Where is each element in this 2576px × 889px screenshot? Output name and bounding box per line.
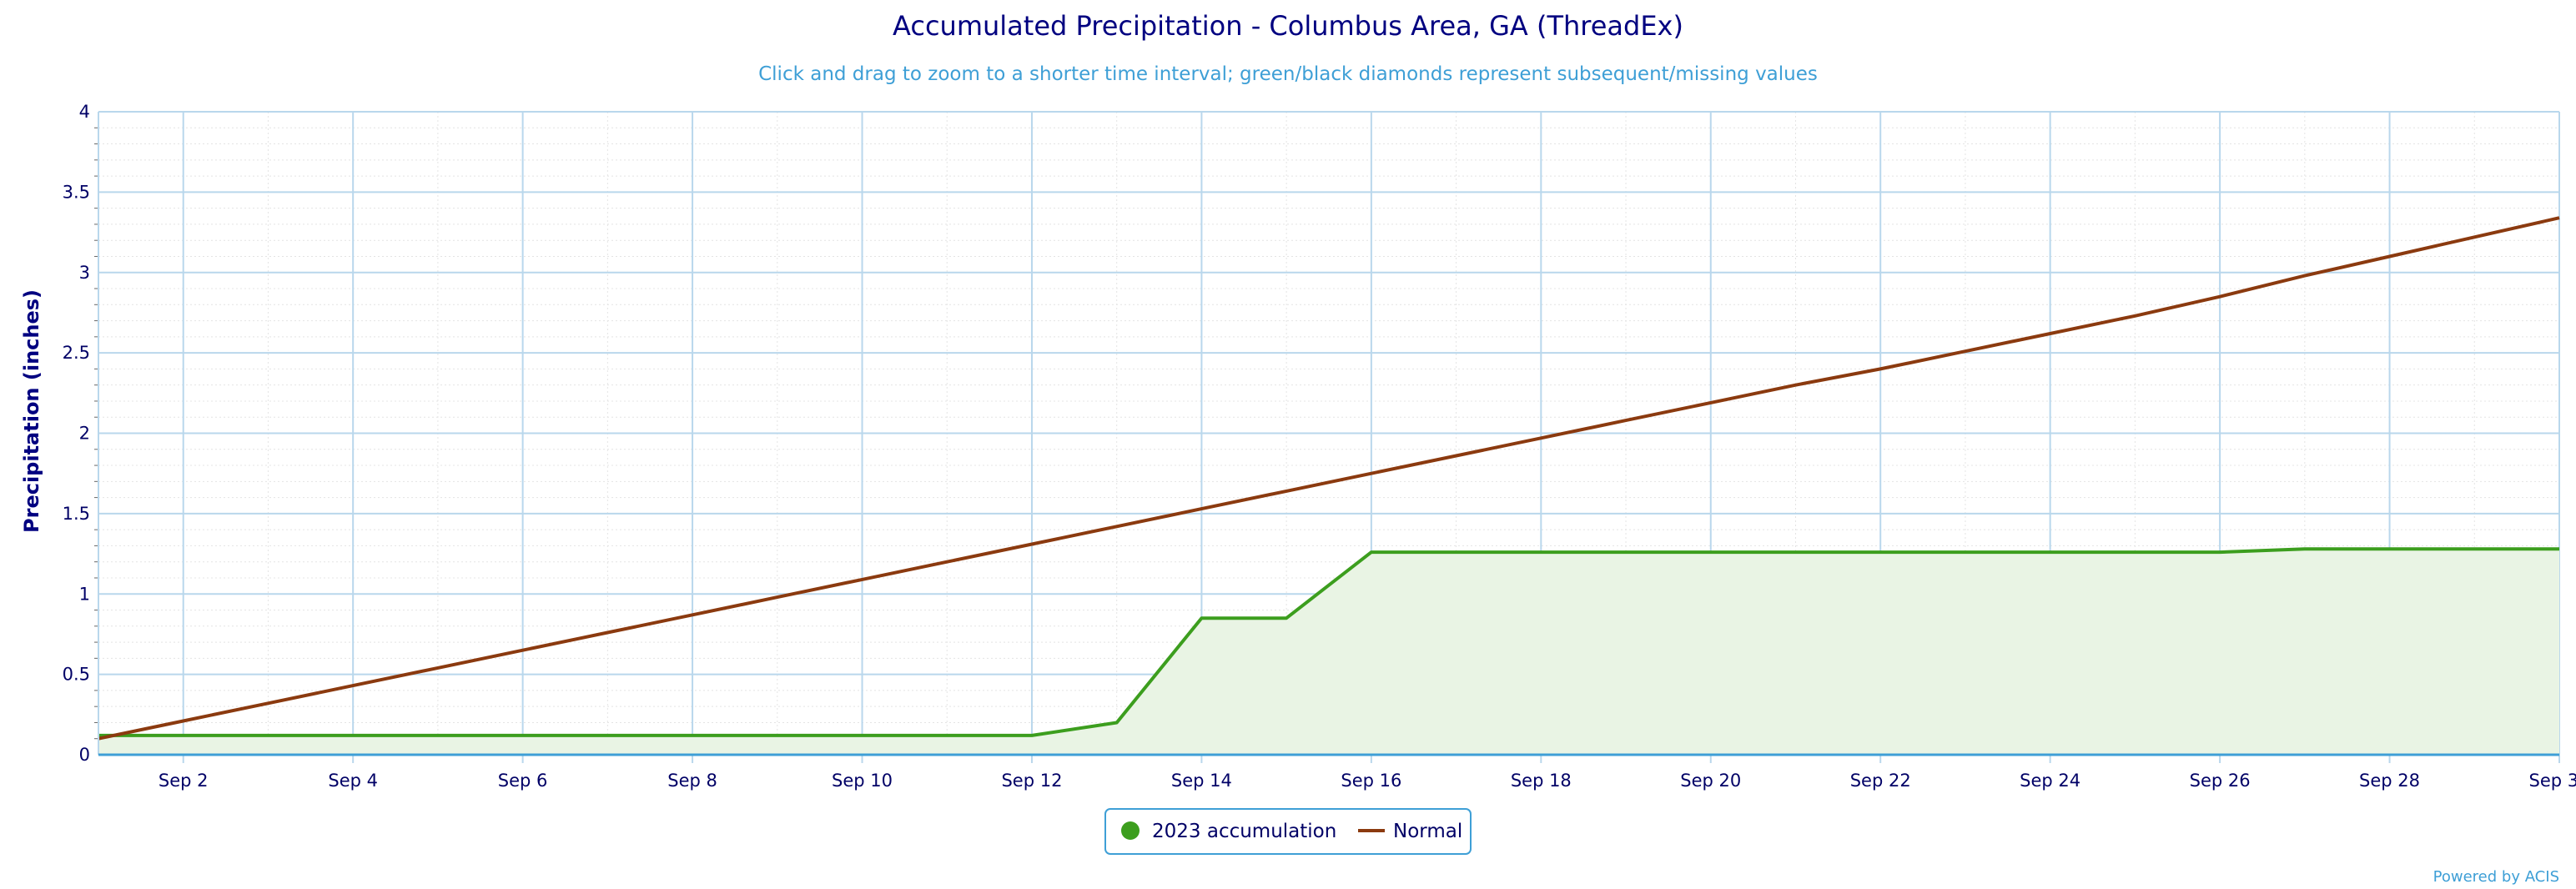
series-line-normal[interactable]: [98, 216, 2560, 741]
y-tick-label: 0: [79, 745, 90, 765]
x-tick-label: Sep 8: [667, 771, 717, 791]
x-tick-label: Sep 28: [2359, 771, 2420, 791]
legend[interactable]: 2023 accumulation Normal: [1104, 808, 1472, 855]
x-tick-label: Sep 22: [1850, 771, 1911, 791]
legend-box: [1104, 808, 1472, 855]
legend-label-normal: Normal: [1393, 821, 1462, 842]
chart-title: Accumulated Precipitation - Columbus Are…: [893, 10, 1683, 42]
legend-marker-2023: [1121, 821, 1140, 840]
y-axis-label: Precipitation (inches): [20, 289, 43, 533]
x-tick-label: Sep 20: [1680, 771, 1741, 791]
y-tick-label: 3.5: [63, 182, 90, 202]
series-area-2023: [98, 549, 2559, 755]
x-tick-label: Sep 26: [2190, 771, 2251, 791]
chart-subtitle: Click and drag to zoom to a shorter time…: [758, 63, 1818, 85]
x-tick-label: Sep 2: [158, 771, 209, 791]
y-tick-label: 1.5: [63, 504, 90, 524]
x-tick-label: Sep 6: [498, 771, 548, 791]
x-tick-label: Sep 12: [1001, 771, 1062, 791]
x-tick-label: Sep 16: [1341, 771, 1401, 791]
y-tick-label: 1: [79, 584, 90, 604]
axes: 0 0.5 1 1.5 2 2.5 3 3.5 4 Sep 2 Sep 4 Sep 6 Sep 8 Sep…: [63, 102, 2576, 791]
x-tick-label: Sep 24: [2020, 771, 2080, 791]
x-tick-label: Sep 10: [832, 771, 893, 791]
legend-label-2023: 2023 accumulation: [1152, 821, 1336, 842]
y-tick-label: 3: [79, 263, 90, 283]
y-tick-label: 4: [79, 102, 90, 122]
x-tick-label: Sep 14: [1171, 771, 1232, 791]
area-layer: [98, 549, 2559, 755]
series-line-2023[interactable]: [98, 547, 2559, 737]
series-layer: [98, 216, 2560, 741]
y-tick-label: 0.5: [63, 665, 90, 685]
credit-link[interactable]: Powered by ACIS: [2433, 868, 2559, 886]
y-tick-label: 2: [79, 424, 90, 444]
x-tick-label: Sep 30: [2529, 771, 2576, 791]
legend-item-normal[interactable]: Normal: [1358, 821, 1462, 842]
x-tick-label: Sep 4: [328, 771, 378, 791]
x-tick-label: Sep 18: [1511, 771, 1572, 791]
y-tick-label: 2.5: [63, 343, 90, 363]
legend-item-2023[interactable]: 2023 accumulation: [1121, 821, 1336, 842]
